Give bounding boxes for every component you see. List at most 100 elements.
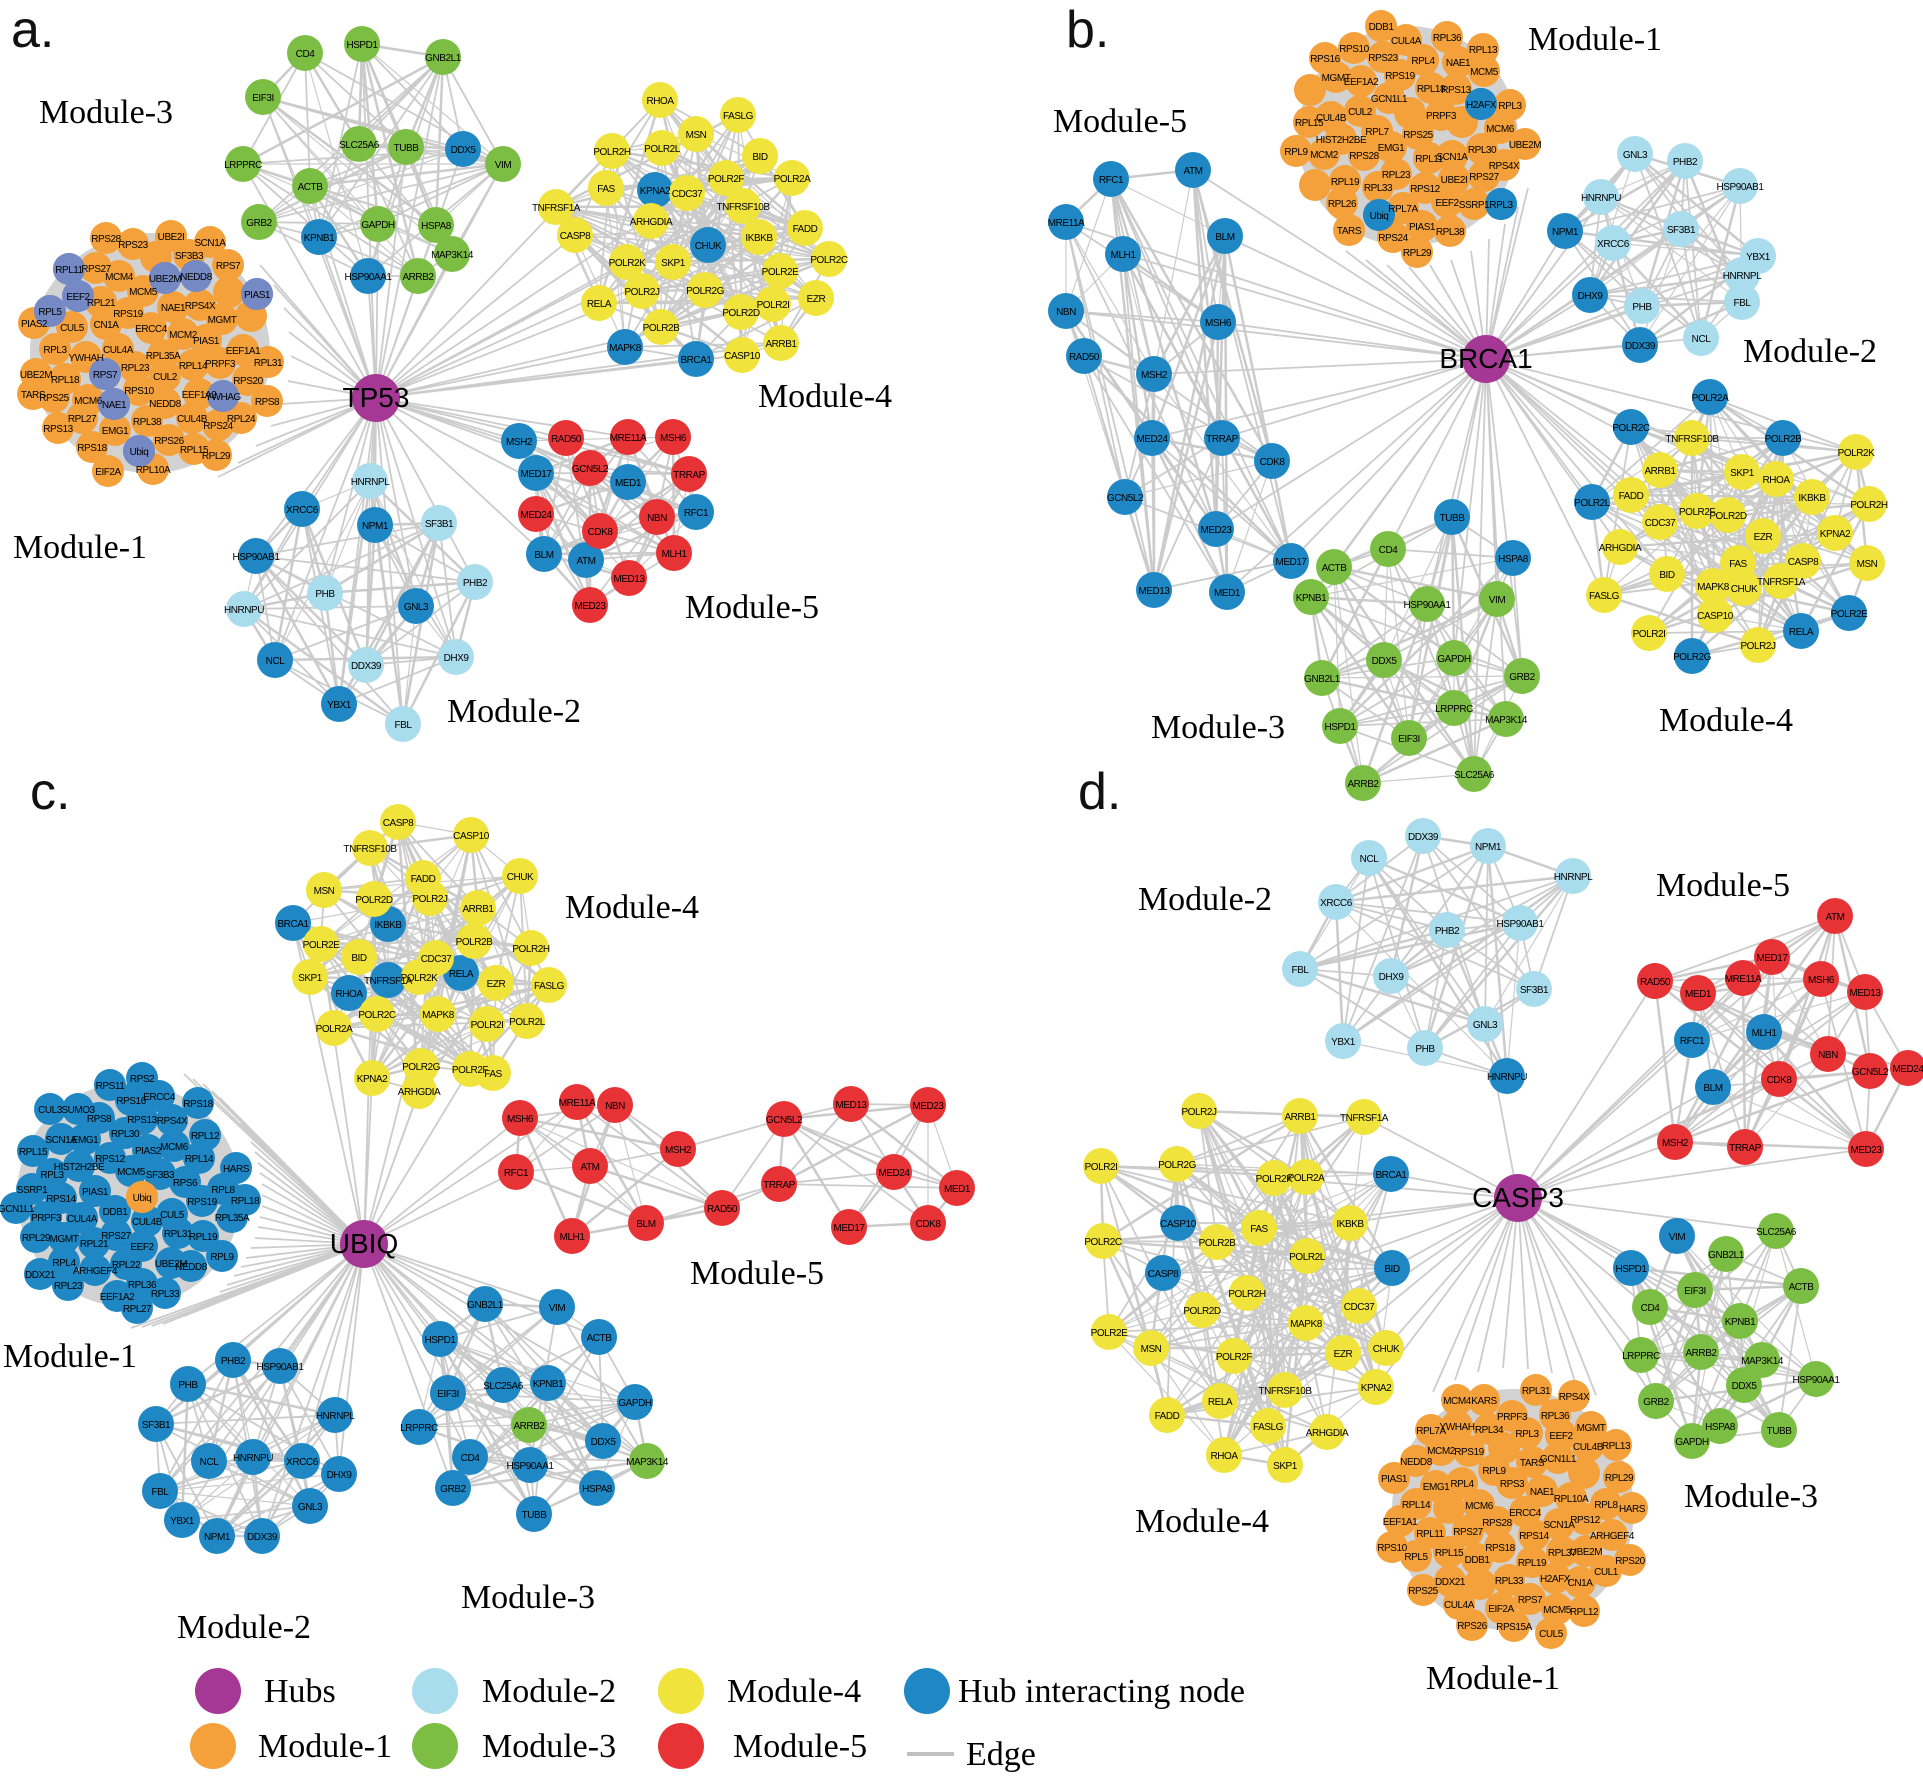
svg-text:MED24: MED24 bbox=[1136, 434, 1168, 445]
svg-text:POLR2C: POLR2C bbox=[1084, 1237, 1122, 1248]
svg-text:ARRB2: ARRB2 bbox=[402, 272, 434, 283]
svg-text:MSH2: MSH2 bbox=[665, 1145, 692, 1156]
svg-text:RPS26: RPS26 bbox=[1457, 1621, 1487, 1632]
svg-text:POLR2F: POLR2F bbox=[452, 1065, 489, 1076]
svg-text:POLR2B: POLR2B bbox=[643, 323, 681, 334]
svg-text:GNB2L1: GNB2L1 bbox=[1708, 1250, 1745, 1261]
svg-text:PIAS1: PIAS1 bbox=[244, 290, 271, 301]
svg-text:RPL22: RPL22 bbox=[112, 1260, 141, 1271]
svg-text:SSRP1: SSRP1 bbox=[17, 1185, 48, 1196]
svg-text:NPM1: NPM1 bbox=[1552, 227, 1579, 238]
svg-text:EEF2: EEF2 bbox=[1549, 1431, 1573, 1442]
svg-text:PIAS1: PIAS1 bbox=[82, 1187, 109, 1198]
svg-text:FADD: FADD bbox=[1619, 491, 1644, 502]
svg-text:PRPF3: PRPF3 bbox=[1497, 1412, 1528, 1423]
svg-text:Module-3: Module-3 bbox=[482, 1728, 616, 1765]
svg-text:GAPDH: GAPDH bbox=[618, 1398, 652, 1409]
svg-text:RPL7: RPL7 bbox=[1365, 127, 1389, 138]
svg-text:EIF2A: EIF2A bbox=[1488, 1604, 1514, 1615]
svg-text:POLR2H: POLR2H bbox=[593, 147, 631, 158]
svg-text:RPL15: RPL15 bbox=[1295, 118, 1324, 129]
svg-text:BRCA1: BRCA1 bbox=[1375, 1170, 1407, 1181]
svg-text:CUL4A: CUL4A bbox=[103, 345, 134, 356]
svg-text:RAD50: RAD50 bbox=[1640, 977, 1671, 988]
svg-text:ATM: ATM bbox=[576, 556, 595, 567]
svg-text:POLR2G: POLR2G bbox=[686, 286, 725, 297]
svg-text:ATM: ATM bbox=[580, 1162, 599, 1173]
svg-text:RFC1: RFC1 bbox=[1099, 175, 1124, 186]
svg-text:RPS16: RPS16 bbox=[1310, 54, 1340, 65]
svg-text:FBL: FBL bbox=[1734, 298, 1752, 309]
svg-text:POLR2L: POLR2L bbox=[1289, 1252, 1326, 1263]
svg-text:YBX1: YBX1 bbox=[1331, 1037, 1356, 1048]
svg-text:HSPA8: HSPA8 bbox=[1498, 554, 1529, 565]
svg-text:SCN1A: SCN1A bbox=[45, 1135, 77, 1146]
svg-text:POLR2L: POLR2L bbox=[1574, 498, 1611, 509]
svg-text:FASLG: FASLG bbox=[1589, 591, 1620, 602]
svg-text:EZR: EZR bbox=[1754, 532, 1773, 543]
svg-text:GCN1L1: GCN1L1 bbox=[1371, 94, 1408, 105]
svg-text:POLR2K: POLR2K bbox=[401, 973, 439, 984]
svg-text:CD4: CD4 bbox=[1641, 1303, 1661, 1314]
svg-text:MED17: MED17 bbox=[520, 469, 552, 480]
svg-text:DDX39: DDX39 bbox=[351, 661, 382, 672]
svg-text:MSH6: MSH6 bbox=[660, 433, 687, 444]
svg-text:MED1: MED1 bbox=[1214, 588, 1241, 599]
svg-text:RPL27: RPL27 bbox=[68, 414, 97, 425]
svg-text:H2AFX: H2AFX bbox=[1540, 1574, 1571, 1585]
svg-text:BRCA1: BRCA1 bbox=[1439, 343, 1532, 374]
svg-text:GRB2: GRB2 bbox=[440, 1484, 466, 1495]
svg-text:RPS14: RPS14 bbox=[1519, 1531, 1549, 1542]
svg-text:RPL18: RPL18 bbox=[1417, 84, 1446, 95]
svg-text:SLC25A6: SLC25A6 bbox=[1756, 1227, 1797, 1238]
svg-text:HSPD1: HSPD1 bbox=[1324, 722, 1356, 733]
svg-text:POLR2D: POLR2D bbox=[1709, 511, 1747, 522]
svg-text:POLR2E: POLR2E bbox=[762, 267, 800, 278]
svg-text:YWHAH: YWHAH bbox=[69, 353, 104, 364]
svg-text:Module-4: Module-4 bbox=[1135, 1503, 1269, 1540]
svg-text:BRCA1: BRCA1 bbox=[680, 355, 712, 366]
svg-text:POLR2E: POLR2E bbox=[303, 940, 341, 951]
svg-text:RPS27: RPS27 bbox=[101, 1231, 131, 1242]
svg-text:ARRB1: ARRB1 bbox=[462, 904, 494, 915]
svg-text:MLH1: MLH1 bbox=[1752, 1028, 1778, 1039]
svg-text:CUL5: CUL5 bbox=[160, 1210, 185, 1221]
svg-text:GRB2: GRB2 bbox=[246, 218, 272, 229]
svg-text:HNRNPL: HNRNPL bbox=[316, 1411, 355, 1422]
svg-text:NAE1: NAE1 bbox=[161, 303, 186, 314]
svg-text:RPL3: RPL3 bbox=[1489, 200, 1513, 211]
svg-text:MCM6: MCM6 bbox=[1465, 1501, 1494, 1512]
svg-text:RPL36: RPL36 bbox=[1541, 1411, 1570, 1422]
svg-text:MSH2: MSH2 bbox=[1141, 370, 1168, 381]
svg-text:GNL3: GNL3 bbox=[404, 602, 429, 613]
svg-text:RPL29: RPL29 bbox=[202, 451, 231, 462]
svg-text:BLM: BLM bbox=[1703, 1083, 1722, 1094]
svg-text:RPL5: RPL5 bbox=[1404, 1552, 1428, 1563]
svg-text:RPS19: RPS19 bbox=[113, 309, 143, 320]
svg-text:RPS27: RPS27 bbox=[1469, 172, 1499, 183]
svg-text:BLM: BLM bbox=[1215, 232, 1234, 243]
svg-text:MGMT: MGMT bbox=[208, 315, 237, 326]
svg-text:RPS28: RPS28 bbox=[1349, 151, 1379, 162]
svg-text:HSPD1: HSPD1 bbox=[1615, 1264, 1647, 1275]
svg-text:SLC25A6: SLC25A6 bbox=[1454, 770, 1495, 781]
svg-text:TARS: TARS bbox=[1520, 1458, 1545, 1469]
svg-text:Module-2: Module-2 bbox=[1743, 333, 1877, 370]
svg-text:RPS4X: RPS4X bbox=[1559, 1392, 1590, 1403]
svg-text:MCM6: MCM6 bbox=[160, 1142, 189, 1153]
svg-text:ARRB2: ARRB2 bbox=[1685, 1348, 1717, 1359]
svg-text:RPL18: RPL18 bbox=[231, 1196, 260, 1207]
svg-text:MRE11A: MRE11A bbox=[559, 1098, 596, 1109]
svg-text:UBE2M: UBE2M bbox=[20, 370, 52, 381]
svg-text:FAS: FAS bbox=[1250, 1224, 1268, 1235]
svg-text:RPS10: RPS10 bbox=[124, 386, 154, 397]
svg-text:RPL11: RPL11 bbox=[55, 265, 83, 276]
svg-text:PIAS2: PIAS2 bbox=[135, 1146, 162, 1157]
svg-text:ARRB1: ARRB1 bbox=[765, 339, 797, 350]
svg-text:POLR2I: POLR2I bbox=[1633, 629, 1666, 640]
svg-text:YBX1: YBX1 bbox=[327, 700, 352, 711]
svg-text:RPS18: RPS18 bbox=[1485, 1543, 1515, 1554]
svg-text:DHX9: DHX9 bbox=[1379, 972, 1405, 983]
svg-text:POLR2I: POLR2I bbox=[471, 1020, 504, 1031]
svg-text:RPS20: RPS20 bbox=[1615, 1556, 1645, 1567]
